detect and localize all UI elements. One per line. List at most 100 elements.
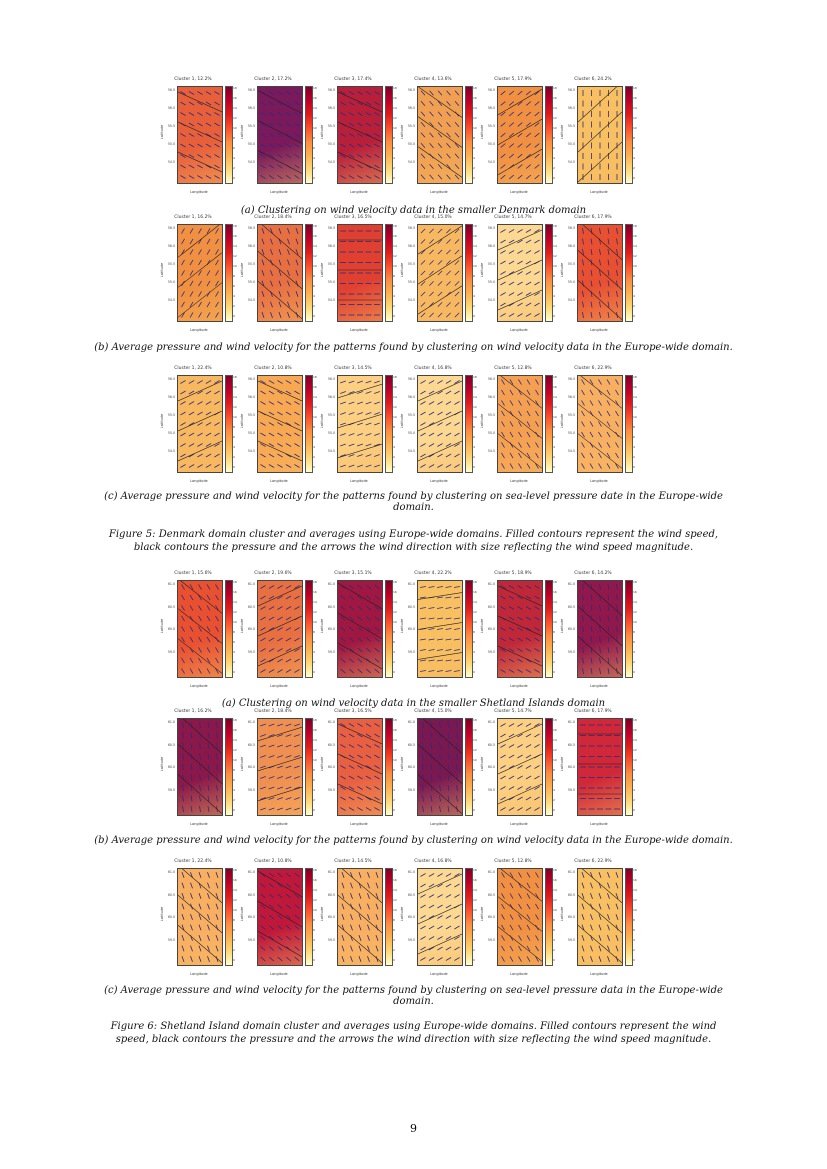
wind-arrow	[188, 422, 195, 426]
y-tick: 60.0	[567, 627, 575, 631]
wind-arrow	[260, 893, 266, 899]
wind-arrow	[365, 91, 372, 95]
colorbar-tick: 10	[633, 126, 637, 130]
wind-arrow	[534, 765, 540, 769]
colorbar-tick: 12	[473, 610, 477, 614]
colorbar-tick: 8	[393, 768, 395, 772]
wind-arrow	[454, 228, 460, 234]
wind-arrow	[198, 668, 202, 674]
pressure-contour	[258, 900, 302, 928]
wind-arrow	[589, 421, 594, 427]
wind-arrow	[419, 638, 427, 641]
wind-arrows	[258, 90, 302, 180]
wind-arrow	[197, 175, 203, 179]
colorbar-tick: 2	[233, 798, 235, 802]
wind-arrow	[205, 143, 212, 148]
wind-arrow	[206, 280, 211, 287]
y-tick: 56.5	[487, 226, 495, 230]
wind-arrow	[367, 872, 370, 878]
colorbar-tick: 8	[633, 918, 635, 922]
wind-arrow	[526, 431, 531, 438]
wind-arrow	[437, 260, 443, 265]
colorbar-tick: 8	[553, 918, 555, 922]
colorbar-tick: 0	[313, 465, 315, 469]
wind-arrow	[534, 292, 540, 296]
wind-arrow	[525, 122, 532, 127]
wind-arrow	[285, 606, 292, 610]
wind-arrow	[525, 606, 532, 610]
wind-arrow	[508, 637, 515, 642]
wind-arrow	[590, 594, 593, 601]
wind-arrow	[285, 627, 292, 631]
y-tick: 61.0	[167, 720, 175, 724]
wind-arrow	[606, 463, 611, 469]
wind-arrow	[500, 281, 506, 286]
wind-arrow	[268, 101, 275, 106]
wind-arrow	[341, 924, 345, 931]
colorbar-tick: 6	[473, 778, 475, 782]
wind-arrow	[436, 649, 444, 651]
wind-arrow	[261, 291, 265, 297]
colorbar-tick: 14	[233, 600, 237, 604]
y-tick: 60.5	[407, 742, 415, 747]
y-tick: 54.5	[167, 449, 175, 453]
pressure-contour	[418, 285, 462, 315]
colorbar-tick: 6	[393, 284, 395, 288]
y-tick: 60.5	[407, 892, 415, 897]
pressure-contour	[418, 652, 462, 660]
x-axis-label: Longitude	[510, 479, 528, 483]
wind-arrow	[607, 615, 610, 622]
x-axis-label: Longitude	[350, 972, 368, 976]
colorbar-tick: 6	[393, 778, 395, 782]
colorbar-tick: 4	[313, 938, 315, 942]
wind-arrow	[598, 452, 602, 459]
wind-arrow	[582, 604, 584, 612]
wind-arrow	[599, 301, 601, 308]
wind-arrow	[270, 280, 273, 287]
y-tick: 54.5	[567, 449, 575, 453]
wind-arrow	[268, 411, 275, 416]
wind-arrow	[268, 946, 275, 951]
colorbar-tick: 8	[633, 136, 635, 140]
wind-arrow	[500, 101, 506, 106]
wind-arrow	[500, 302, 506, 307]
wind-arrow	[534, 606, 540, 610]
colorbar-tick: 18	[473, 86, 477, 90]
colorbar-tick: 16	[233, 728, 237, 732]
wind-arrow	[500, 250, 506, 254]
colorbar	[465, 718, 473, 816]
wind-arrow	[374, 754, 380, 759]
colorbar-tick: 18	[553, 580, 557, 584]
y-tick: 56.5	[167, 226, 175, 230]
wind-arrow	[198, 914, 202, 920]
wind-field-plot	[497, 86, 543, 184]
wind-arrow	[348, 754, 355, 759]
wind-field-plot	[337, 86, 383, 184]
wind-arrows	[338, 91, 382, 179]
wind-arrow	[508, 585, 515, 589]
wind-arrow	[294, 935, 300, 941]
wind-arrow	[294, 956, 300, 962]
wind-arrow	[607, 646, 610, 654]
colorbar-tick: 10	[473, 758, 477, 762]
wind-arrow	[348, 443, 355, 447]
wind-arrow	[582, 290, 584, 298]
wind-arrow	[508, 101, 515, 106]
wind-arrow	[500, 669, 506, 673]
wind-arrow	[206, 238, 211, 245]
wind-arrow	[419, 586, 427, 588]
colorbar-tick: 0	[553, 958, 555, 962]
y-axis-label: Latitude	[480, 124, 485, 140]
wind-arrow	[526, 452, 531, 459]
y-axis-label: Latitude	[240, 262, 245, 278]
wind-arrow	[261, 301, 265, 308]
wind-arrow	[260, 122, 266, 127]
wind-arrow	[508, 313, 515, 317]
y-tick: 59.5	[327, 787, 335, 792]
wind-arrow	[615, 379, 619, 385]
figure6-subcaption-c: (c) Average pressure and wind velocity f…	[104, 985, 723, 1007]
wind-arrow	[419, 649, 427, 651]
wind-arrow	[429, 174, 434, 180]
wind-arrow	[268, 872, 275, 878]
colorbar-tick: 12	[393, 610, 397, 614]
